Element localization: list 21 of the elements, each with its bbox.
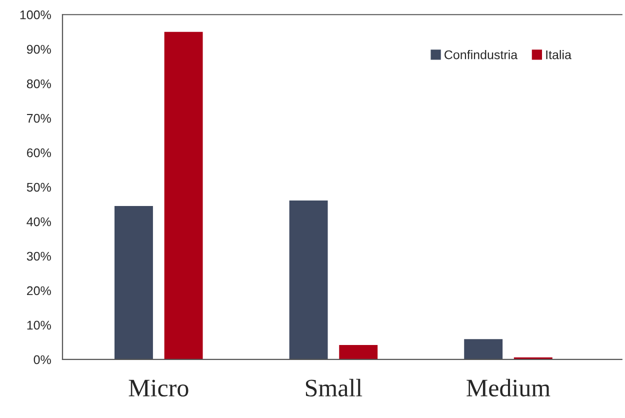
y-tick-label: 90% (26, 44, 51, 54)
y-tick-label: 50% (26, 182, 51, 192)
bar (339, 344, 378, 360)
y-tick-label: 30% (26, 252, 51, 261)
bar (114, 206, 153, 360)
bar (164, 32, 203, 360)
y-tick-label: 0% (34, 355, 51, 364)
y-tick-label: 20% (27, 286, 51, 296)
y-tick-label: 40% (26, 217, 51, 226)
y-tick-label: 60% (27, 148, 51, 158)
legend-label: Confindustria (444, 50, 518, 60)
bar (289, 200, 328, 360)
x-tick-label: Micro (128, 380, 188, 397)
x-tick-label: Small (306, 378, 362, 397)
legend-label: Italia (546, 50, 572, 60)
y-tick-label: 70% (27, 114, 51, 123)
x-tick-label: Medium (466, 378, 550, 397)
y-tick-label: 10% (27, 320, 51, 330)
y-tick-label: 80% (26, 79, 51, 88)
y-tick-label: 100% (20, 10, 51, 20)
bar (464, 339, 503, 360)
